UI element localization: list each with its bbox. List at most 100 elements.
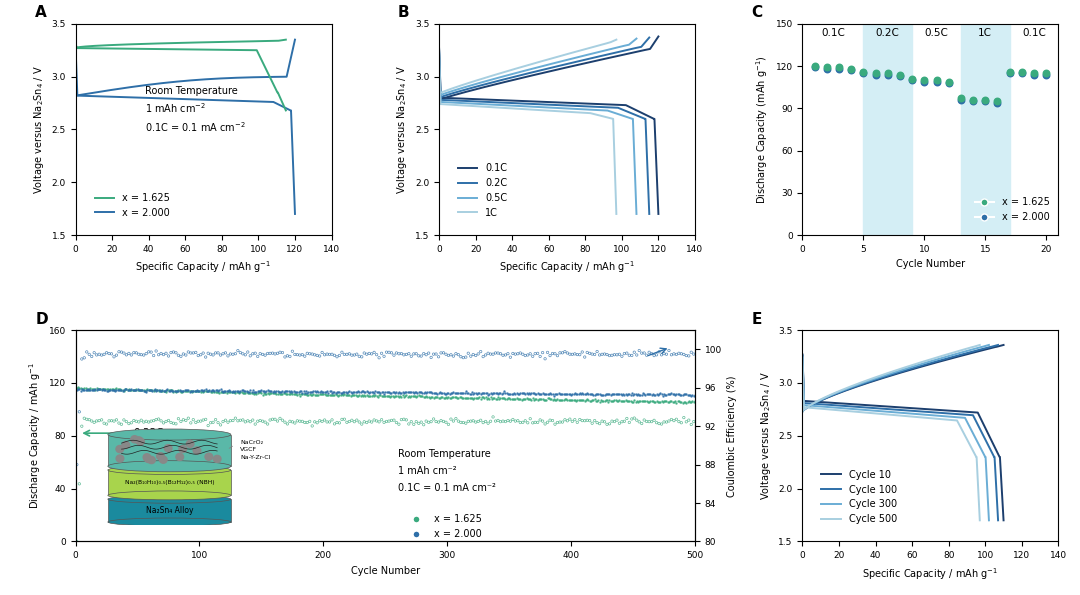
- Point: [194, 415, 212, 425]
- Point: [185, 415, 202, 424]
- Point: [531, 352, 549, 361]
- Point: [145, 351, 162, 361]
- Point: [359, 349, 376, 359]
- Point: [625, 347, 643, 357]
- Point: [551, 348, 568, 358]
- Point: [234, 415, 252, 425]
- Point: [334, 347, 351, 357]
- Point: [127, 416, 145, 426]
- Point: [353, 419, 370, 429]
- Point: [98, 348, 116, 358]
- Point: [301, 416, 319, 426]
- Point: [976, 96, 994, 106]
- Point: [665, 416, 683, 425]
- Point: [616, 416, 633, 426]
- Y-axis label: Discharge Capacity / mAh g$^{-1}$: Discharge Capacity / mAh g$^{-1}$: [27, 362, 43, 509]
- Point: [928, 77, 945, 86]
- X-axis label: Specific Capacity / mAh g$^{-1}$: Specific Capacity / mAh g$^{-1}$: [135, 259, 272, 275]
- Point: [93, 350, 110, 360]
- Point: [386, 415, 403, 425]
- Point: [537, 354, 554, 364]
- Text: 1 mAh cm$^{-2}$: 1 mAh cm$^{-2}$: [145, 101, 205, 115]
- Point: [83, 416, 100, 426]
- Point: [643, 417, 660, 427]
- Point: [348, 415, 365, 425]
- Point: [831, 64, 848, 74]
- Point: [210, 348, 227, 358]
- Point: [140, 347, 158, 356]
- Point: [524, 352, 541, 361]
- Point: [143, 347, 160, 357]
- Point: [638, 416, 656, 426]
- Point: [648, 350, 665, 359]
- Point: [480, 349, 497, 358]
- Point: [343, 415, 361, 425]
- Point: [244, 349, 261, 359]
- Point: [403, 417, 420, 427]
- Point: [363, 349, 380, 359]
- Point: [365, 347, 382, 357]
- Point: [106, 416, 123, 426]
- Point: [449, 350, 467, 359]
- Point: [653, 350, 671, 359]
- Point: [1013, 67, 1030, 76]
- Point: [658, 417, 675, 427]
- Point: [867, 68, 885, 78]
- Point: [507, 416, 524, 426]
- Point: [480, 418, 497, 428]
- Text: E: E: [752, 312, 761, 327]
- Point: [504, 349, 522, 358]
- Point: [246, 349, 264, 358]
- Point: [539, 418, 556, 427]
- Point: [183, 348, 200, 358]
- Y-axis label: Voltage versus Na$_2$Sn$_4$ / V: Voltage versus Na$_2$Sn$_4$ / V: [759, 371, 773, 500]
- Point: [351, 417, 368, 427]
- Point: [185, 348, 202, 358]
- Point: [313, 347, 330, 357]
- Point: [658, 349, 675, 359]
- Point: [613, 417, 631, 427]
- Point: [579, 347, 596, 357]
- Point: [148, 415, 165, 424]
- Point: [112, 419, 130, 429]
- Point: [112, 347, 130, 357]
- Point: [382, 348, 400, 358]
- Point: [916, 77, 933, 86]
- Point: [806, 61, 823, 71]
- Point: [558, 348, 576, 358]
- Point: [197, 415, 214, 424]
- Point: [656, 349, 673, 358]
- Point: [819, 64, 836, 74]
- Point: [512, 348, 529, 358]
- Point: [239, 416, 256, 425]
- Point: [143, 416, 160, 426]
- Point: [261, 415, 279, 425]
- Point: [650, 347, 667, 356]
- Point: [363, 417, 380, 427]
- Point: [623, 350, 640, 360]
- Point: [98, 419, 116, 429]
- Point: [976, 95, 994, 105]
- Point: [891, 71, 908, 81]
- Point: [604, 350, 621, 360]
- Point: [472, 415, 489, 425]
- Point: [395, 415, 413, 424]
- Point: [388, 418, 405, 427]
- Point: [611, 349, 629, 359]
- Point: [172, 352, 189, 361]
- Point: [160, 351, 177, 361]
- Point: [514, 349, 531, 359]
- Point: [891, 70, 908, 79]
- Point: [390, 349, 407, 359]
- Point: [623, 414, 640, 424]
- Point: [410, 351, 428, 361]
- Point: [625, 414, 643, 423]
- Point: [589, 418, 606, 427]
- Point: [1038, 70, 1055, 79]
- Point: [187, 418, 204, 427]
- Point: [70, 407, 87, 416]
- Point: [148, 346, 165, 356]
- Point: [635, 415, 652, 425]
- Point: [606, 416, 623, 426]
- Text: 0.33C: 0.33C: [134, 428, 164, 438]
